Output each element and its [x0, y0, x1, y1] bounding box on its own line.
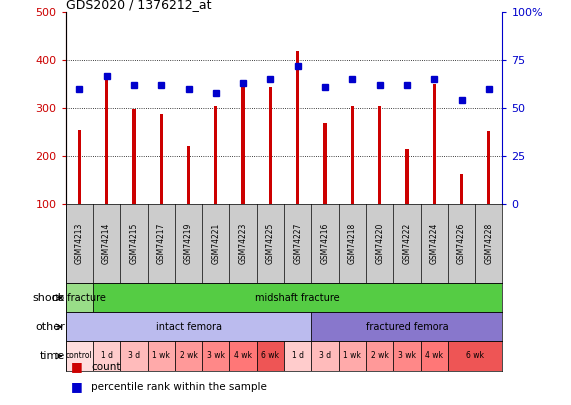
Bar — [187, 145, 190, 204]
Bar — [284, 341, 311, 371]
Bar — [339, 341, 366, 371]
Bar — [296, 51, 299, 204]
Text: fractured femora: fractured femora — [365, 322, 448, 332]
Bar — [378, 106, 381, 204]
Bar — [433, 84, 436, 204]
Text: GSM74228: GSM74228 — [484, 223, 493, 264]
Text: 3 d: 3 d — [128, 352, 140, 360]
Text: 6 wk: 6 wk — [466, 352, 484, 360]
Bar — [175, 341, 202, 371]
Text: GSM74217: GSM74217 — [156, 223, 166, 264]
Text: 1 wk: 1 wk — [343, 352, 361, 360]
Bar — [242, 84, 245, 204]
Text: 2 wk: 2 wk — [371, 352, 388, 360]
Text: 3 wk: 3 wk — [207, 352, 225, 360]
Bar — [93, 341, 120, 371]
Bar — [120, 341, 147, 371]
Text: 1 d: 1 d — [292, 352, 304, 360]
Bar — [66, 312, 311, 341]
Bar — [257, 341, 284, 371]
Text: GSM74224: GSM74224 — [430, 223, 439, 264]
Bar — [487, 131, 490, 204]
Text: 4 wk: 4 wk — [234, 352, 252, 360]
Text: 1 wk: 1 wk — [152, 352, 170, 360]
Bar — [351, 106, 354, 204]
Text: GSM74214: GSM74214 — [102, 223, 111, 264]
Bar — [311, 341, 339, 371]
Text: 1 d: 1 d — [100, 352, 112, 360]
Text: GSM74216: GSM74216 — [320, 223, 329, 264]
Bar — [393, 341, 421, 371]
Text: GSM74219: GSM74219 — [184, 223, 193, 264]
Text: shock: shock — [33, 293, 65, 303]
Bar — [159, 114, 163, 204]
Text: GSM74220: GSM74220 — [375, 223, 384, 264]
Bar — [132, 109, 135, 204]
Text: GSM74213: GSM74213 — [75, 223, 84, 264]
Bar — [147, 341, 175, 371]
Text: midshaft fracture: midshaft fracture — [255, 293, 340, 303]
Bar — [214, 106, 218, 204]
Bar — [78, 130, 81, 204]
Text: GSM74226: GSM74226 — [457, 223, 466, 264]
Text: GSM74223: GSM74223 — [239, 223, 248, 264]
Text: GSM74222: GSM74222 — [403, 223, 412, 264]
Text: count: count — [91, 362, 121, 371]
Bar — [448, 341, 502, 371]
Text: GSM74225: GSM74225 — [266, 223, 275, 264]
Bar — [323, 123, 327, 204]
Bar — [421, 341, 448, 371]
Bar — [66, 341, 93, 371]
Text: 2 wk: 2 wk — [180, 352, 198, 360]
Text: 4 wk: 4 wk — [425, 352, 443, 360]
Text: control: control — [66, 352, 93, 360]
Bar — [405, 149, 409, 204]
Text: 6 wk: 6 wk — [262, 352, 279, 360]
Text: GSM74218: GSM74218 — [348, 223, 357, 264]
Text: ■: ■ — [71, 380, 83, 393]
Bar — [269, 87, 272, 204]
Text: GSM74227: GSM74227 — [293, 223, 302, 264]
Text: ■: ■ — [71, 360, 83, 373]
Text: no fracture: no fracture — [53, 293, 106, 303]
Text: GSM74215: GSM74215 — [130, 223, 138, 264]
Bar — [230, 341, 257, 371]
Bar — [311, 312, 502, 341]
Bar — [460, 175, 463, 204]
Text: other: other — [35, 322, 65, 332]
Bar — [105, 75, 108, 204]
Text: time: time — [40, 351, 65, 361]
Text: GDS2020 / 1376212_at: GDS2020 / 1376212_at — [66, 0, 211, 11]
Text: intact femora: intact femora — [155, 322, 222, 332]
Text: 3 wk: 3 wk — [398, 352, 416, 360]
Bar — [66, 283, 93, 312]
Text: 3 d: 3 d — [319, 352, 331, 360]
Bar — [202, 341, 230, 371]
Bar — [366, 341, 393, 371]
Text: percentile rank within the sample: percentile rank within the sample — [91, 382, 267, 392]
Text: GSM74221: GSM74221 — [211, 223, 220, 264]
